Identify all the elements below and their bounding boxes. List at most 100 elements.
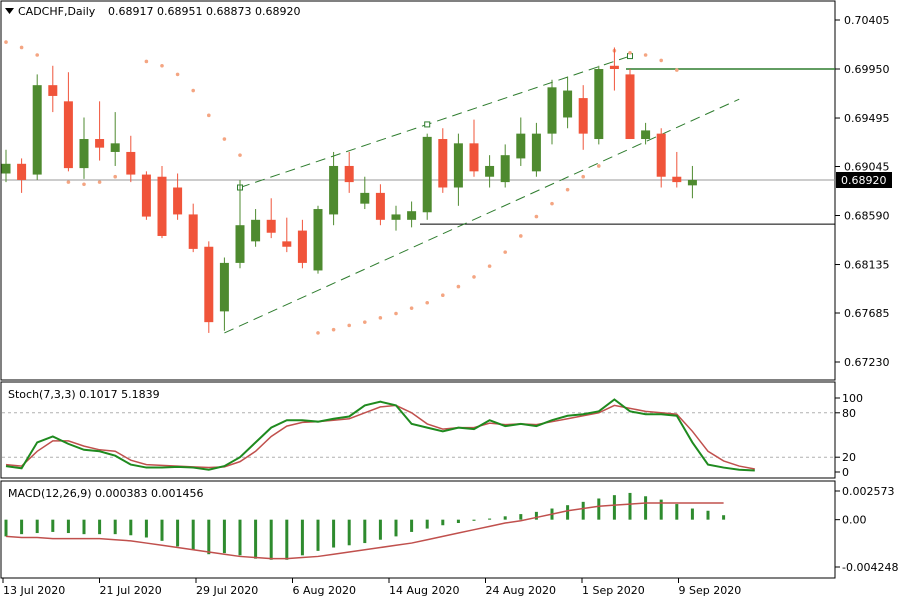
- candle-body: [485, 165, 495, 177]
- stoch-tick-label: 20: [842, 451, 856, 464]
- macd-histogram-bar: [410, 519, 414, 532]
- candle-body: [500, 155, 510, 183]
- macd-histogram-bar: [35, 519, 39, 534]
- macd-histogram-bar: [659, 499, 663, 520]
- channel-upper-line: [239, 55, 631, 188]
- candle-body: [391, 214, 401, 220]
- candle-body: [625, 74, 635, 140]
- price-tick-label: 0.69495: [844, 112, 890, 125]
- sar-dot: [487, 264, 492, 268]
- macd-tick-label: 0.00: [842, 514, 867, 527]
- candle-body: [313, 209, 323, 271]
- macd-histogram-bar: [254, 519, 258, 559]
- macd-histogram-bar: [441, 519, 445, 526]
- macd-histogram-bar: [722, 515, 726, 520]
- macd-indicator: 0.002573 0.00 -0.004248: [4, 485, 898, 574]
- candle-body: [235, 225, 245, 263]
- price-tick-label: 0.70405: [844, 14, 890, 27]
- sar-dot: [394, 311, 398, 316]
- macd-histogram-bar: [472, 519, 476, 521]
- macd-tick-label: -0.004248: [842, 561, 898, 574]
- x-tick-label: 24 Aug 2020: [486, 584, 556, 597]
- macd-histogram-bar: [160, 519, 164, 541]
- sar-dot: [316, 331, 320, 335]
- macd-histogram-bar: [628, 492, 632, 520]
- macd-histogram-bar: [300, 519, 304, 556]
- sar-dot: [82, 182, 86, 187]
- macd-histogram-bar: [82, 519, 86, 535]
- candle-body: [594, 69, 604, 140]
- candle-body: [329, 165, 339, 215]
- candle-body: [219, 262, 229, 312]
- macd-histogram-bar: [51, 519, 55, 532]
- sar-dot: [238, 153, 242, 157]
- stoch-main-line: [5, 398, 755, 472]
- candle-body: [173, 187, 183, 215]
- candle-body: [656, 133, 666, 177]
- price-tick-label: 0.68135: [844, 259, 890, 272]
- ohlc-values: 0.68917 0.68951 0.68873 0.68920: [108, 5, 300, 18]
- macd-histogram-bar: [488, 518, 492, 520]
- sar-dot: [597, 164, 601, 168]
- candle-body: [188, 214, 198, 249]
- macd-histogram-bar: [144, 519, 148, 538]
- macd-histogram-bar: [332, 519, 336, 548]
- price-tick-label: 0.69950: [844, 63, 890, 76]
- candle-body: [453, 143, 463, 188]
- macd-histogram-bar: [519, 514, 523, 520]
- candle-body: [63, 101, 73, 169]
- macd-label: MACD(12,26,9) 0.000383 0.001456: [8, 487, 204, 500]
- candlestick-series: [1, 47, 697, 333]
- sar-dot: [144, 59, 149, 64]
- candle-body: [266, 219, 276, 233]
- candle-body: [469, 143, 479, 172]
- x-tick-label: 9 Sep 2020: [679, 584, 742, 597]
- stochastic-oscillator: 100 80 20 0: [2, 392, 863, 479]
- macd-histogram-bar: [566, 505, 570, 520]
- sar-dot: [363, 320, 367, 324]
- candle-body: [672, 176, 682, 183]
- candle-body: [110, 143, 120, 152]
- macd-tick-label: 0.002573: [842, 485, 895, 498]
- candle-body: [547, 87, 557, 134]
- macd-histogram-bar: [503, 516, 507, 520]
- candle-body: [360, 192, 370, 204]
- candle-body: [282, 241, 292, 247]
- macd-histogram-bar: [425, 519, 429, 529]
- candle-body: [422, 136, 432, 213]
- sar-dot: [175, 72, 180, 77]
- candle-body: [438, 139, 448, 188]
- sar-dot: [659, 58, 663, 63]
- triangle-down-icon[interactable]: [5, 8, 14, 14]
- sar-dot: [456, 284, 461, 289]
- candle-body: [251, 219, 261, 242]
- sar-dot: [331, 327, 336, 332]
- x-tick-label: 21 Jul 2020: [100, 584, 162, 597]
- sar-dot: [565, 187, 570, 192]
- candle-body: [32, 85, 42, 175]
- macd-histogram-bar: [113, 519, 117, 535]
- stoch-tick-label: 0: [842, 466, 849, 479]
- sar-dot: [191, 88, 195, 93]
- stoch-tick-label: 80: [842, 407, 856, 420]
- macd-histogram-bar: [581, 501, 585, 520]
- macd-histogram-bar: [363, 519, 367, 544]
- macd-histogram-bar: [316, 519, 320, 551]
- candle-body: [126, 151, 136, 175]
- macd-histogram-bar: [4, 519, 8, 537]
- sar-dot: [222, 137, 227, 141]
- channel-lower-line: [224, 98, 740, 334]
- candle-body: [297, 230, 307, 263]
- sar-dot: [19, 45, 24, 50]
- macd-histogram-bar: [675, 504, 679, 520]
- x-axis: 13 Jul 2020 21 Jul 2020 29 Jul 2020 6 Aug 2…: [2, 578, 742, 597]
- candle-body: [157, 176, 167, 236]
- candle-body: [141, 174, 151, 217]
- macd-histogram-bar: [690, 508, 694, 520]
- sar-dot: [35, 53, 39, 57]
- sar-dot: [534, 214, 539, 219]
- macd-histogram-bar: [534, 511, 538, 520]
- sar-dot: [4, 40, 8, 44]
- sar-dot: [643, 53, 648, 57]
- price-tick-label: 0.68590: [844, 210, 890, 223]
